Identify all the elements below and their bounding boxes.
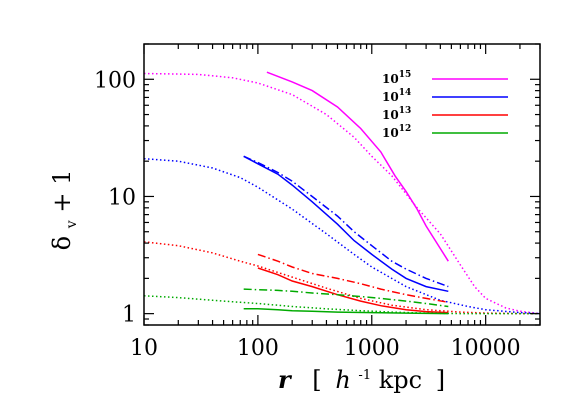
series-14-solid bbox=[243, 155, 449, 293]
x-axis-unit-rest: kpc bbox=[379, 366, 422, 394]
series-15-solid bbox=[266, 71, 449, 262]
y-axis-ticks: 1 10 100 bbox=[94, 43, 540, 328]
series-14-dotted bbox=[143, 157, 541, 315]
legend-label: 1014 bbox=[382, 88, 411, 104]
legend-label: 1013 bbox=[382, 106, 411, 122]
series-15-dotted bbox=[143, 72, 541, 315]
series-13-dotted bbox=[143, 241, 540, 315]
x-tick-label: 100 bbox=[237, 336, 279, 361]
series-12-solid bbox=[243, 308, 449, 315]
y-axis-subscript: v bbox=[64, 220, 80, 229]
series-13-solid bbox=[257, 267, 449, 314]
x-axis-bracket-open: [ bbox=[312, 366, 321, 394]
plot-frame bbox=[143, 43, 541, 326]
x-axis-unit-exponent: -1 bbox=[358, 368, 371, 383]
y-axis-rest: + 1 bbox=[48, 170, 76, 213]
legend: 1015 1014 1013 1012 bbox=[382, 70, 508, 140]
series-13-dashdot bbox=[257, 253, 449, 304]
y-tick-label: 1 bbox=[122, 303, 136, 328]
legend-label: 1015 bbox=[382, 70, 411, 86]
series-12-dashdot bbox=[243, 288, 449, 308]
x-tick-label: 10000 bbox=[451, 336, 521, 361]
x-axis-variable: r bbox=[278, 365, 293, 394]
x-axis-ticks: 10 100 1000 10000 bbox=[130, 44, 541, 361]
legend-label: 1012 bbox=[382, 124, 411, 140]
x-tick-label: 1000 bbox=[344, 336, 400, 361]
y-axis-delta: δ bbox=[48, 236, 76, 250]
x-tick-label: 10 bbox=[130, 336, 158, 361]
y-axis-label: δ v + 1 bbox=[48, 170, 82, 251]
series-14-dashdot bbox=[243, 155, 449, 288]
series-12-dotted bbox=[143, 295, 540, 315]
y-tick-label: 10 bbox=[108, 185, 136, 210]
x-axis-unit-h: h bbox=[335, 366, 350, 394]
x-axis-bracket-close: ] bbox=[436, 366, 445, 394]
plot-curves bbox=[143, 71, 541, 315]
x-axis-label: r [ h -1 kpc ] bbox=[278, 357, 445, 394]
y-tick-label: 100 bbox=[94, 68, 136, 93]
